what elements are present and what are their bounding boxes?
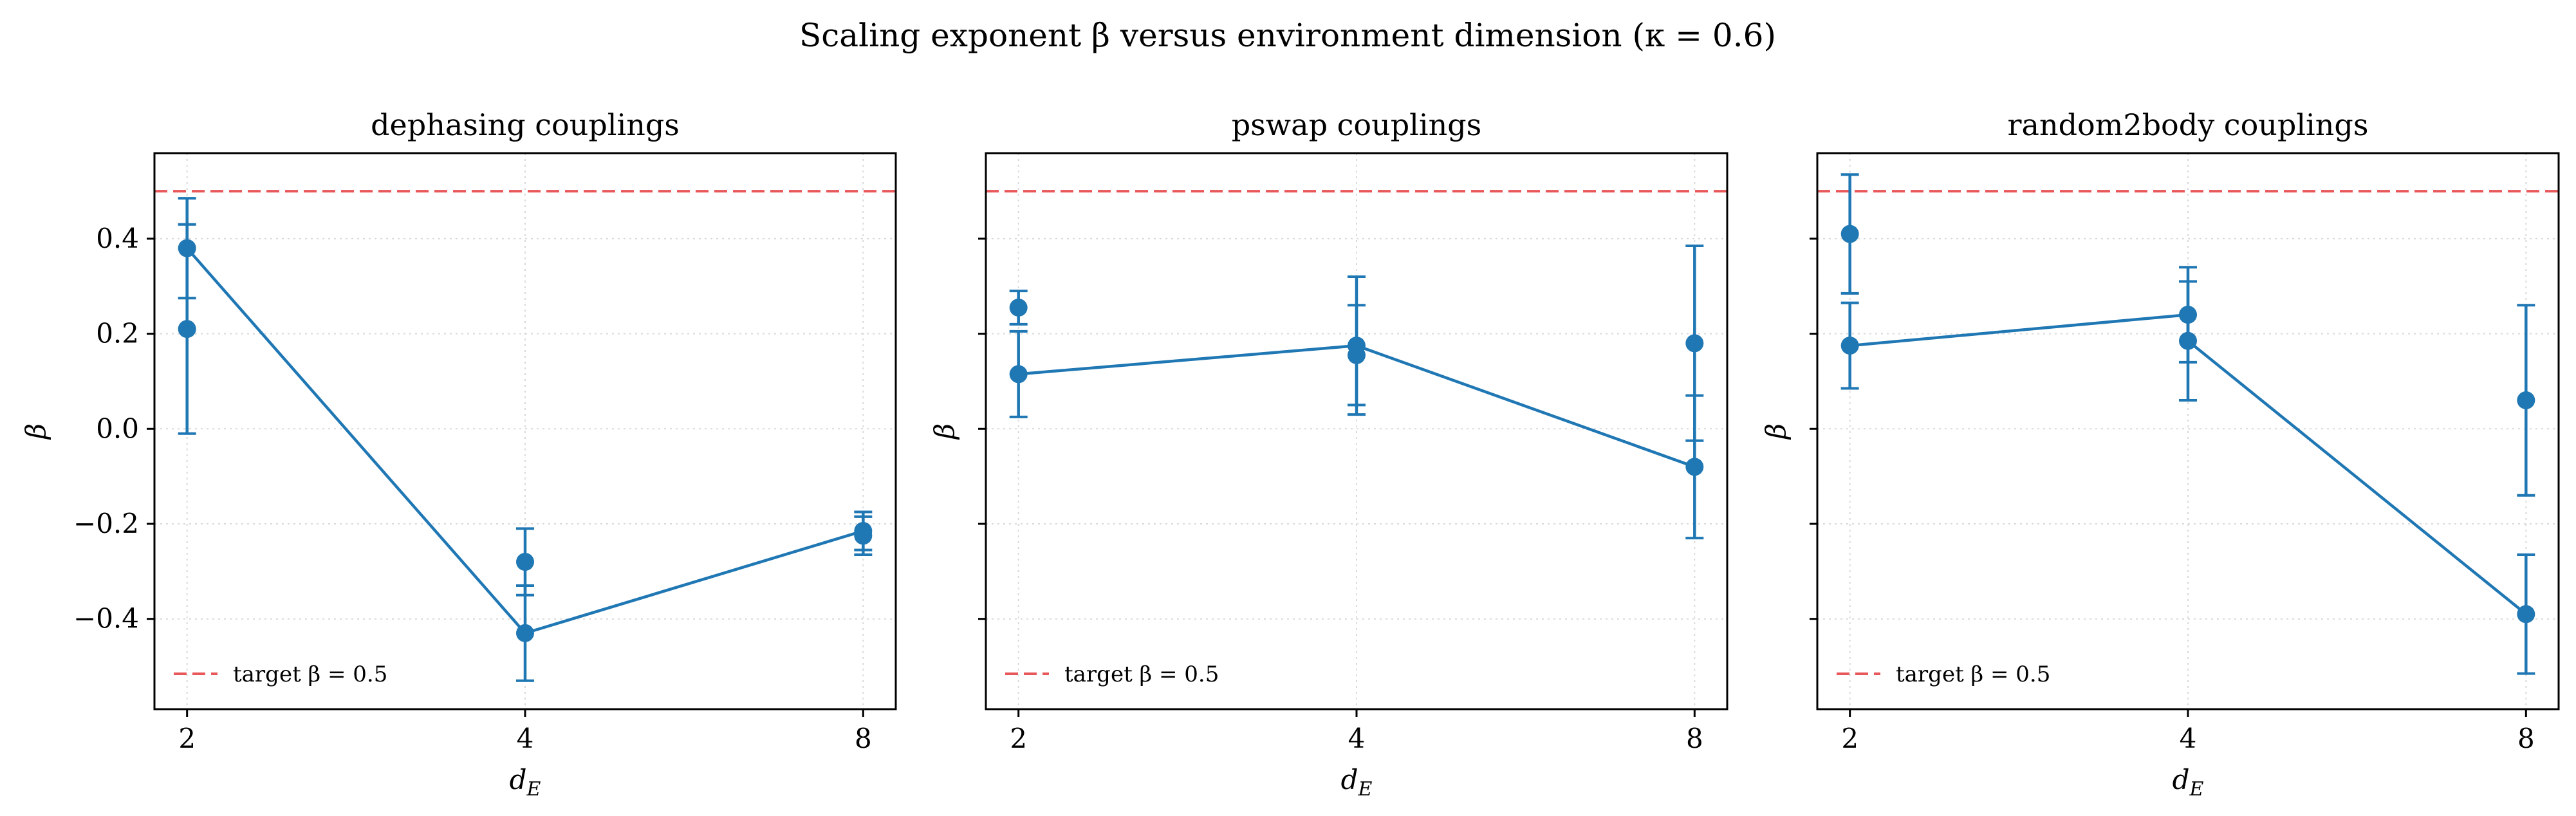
figure-suptitle: Scaling exponent β versus environment di… [799, 17, 1776, 54]
subplot-title: random2body couplings [2008, 107, 2369, 142]
x-tick-label: 8 [2517, 723, 2535, 754]
data-point [1009, 299, 1028, 317]
x-tick-label: 2 [1841, 723, 1858, 754]
data-point [516, 553, 534, 571]
data-point [1840, 337, 1859, 355]
x-axis-label: dE [510, 764, 541, 801]
y-tick-label: −0.4 [73, 603, 139, 635]
x-axis-label: dE [2173, 764, 2204, 801]
data-point [178, 320, 196, 338]
legend-label: target β = 0.5 [233, 662, 387, 687]
y-tick-label: 0.4 [96, 223, 139, 254]
data-point [2517, 605, 2535, 624]
y-tick-label: 0.2 [96, 318, 139, 349]
x-tick-label: 2 [178, 723, 196, 754]
data-point [854, 526, 873, 545]
x-tick-label: 8 [1686, 723, 1703, 754]
subplot-title: pswap couplings [1232, 107, 1482, 142]
y-axis-label: β [20, 423, 51, 440]
data-point [2517, 391, 2535, 409]
subplot-1: 2 4 8 −0.4 −0.2 0.0 0.2 0.4 dephasing couplings d… [20, 107, 897, 801]
legend-label: target β = 0.5 [1896, 662, 2050, 687]
data-point [1348, 346, 1366, 364]
data-point [1685, 334, 1704, 353]
y-tick-label: 0.0 [96, 413, 139, 444]
subplot-3: 2 4 8 random2body couplings dE β target β = 0.… [1760, 107, 2560, 801]
y-tick-label: −0.2 [73, 508, 139, 539]
subplot-2: 2 4 8 pswap couplings dE β target β = 0.5 [929, 107, 1728, 801]
x-tick-label: 8 [855, 723, 872, 754]
data-point [1840, 225, 1859, 243]
subplots: 2 4 8 −0.4 −0.2 0.0 0.2 0.4 dephasing couplings d… [20, 107, 2560, 801]
x-tick-label: 2 [1010, 723, 1027, 754]
y-axis-label: β [929, 423, 960, 440]
x-tick-label: 4 [2180, 723, 2197, 754]
data-point [1685, 458, 1704, 476]
x-tick-label: 4 [517, 723, 534, 754]
x-tick-label: 4 [1348, 723, 1366, 754]
data-point [516, 624, 534, 642]
legend-label: target β = 0.5 [1064, 662, 1219, 687]
data-point [2179, 331, 2197, 350]
x-axis-label: dE [1341, 764, 1373, 801]
subplot-title: dephasing couplings [371, 107, 680, 142]
y-axis-label: β [1760, 423, 1792, 440]
data-point [1009, 365, 1028, 384]
